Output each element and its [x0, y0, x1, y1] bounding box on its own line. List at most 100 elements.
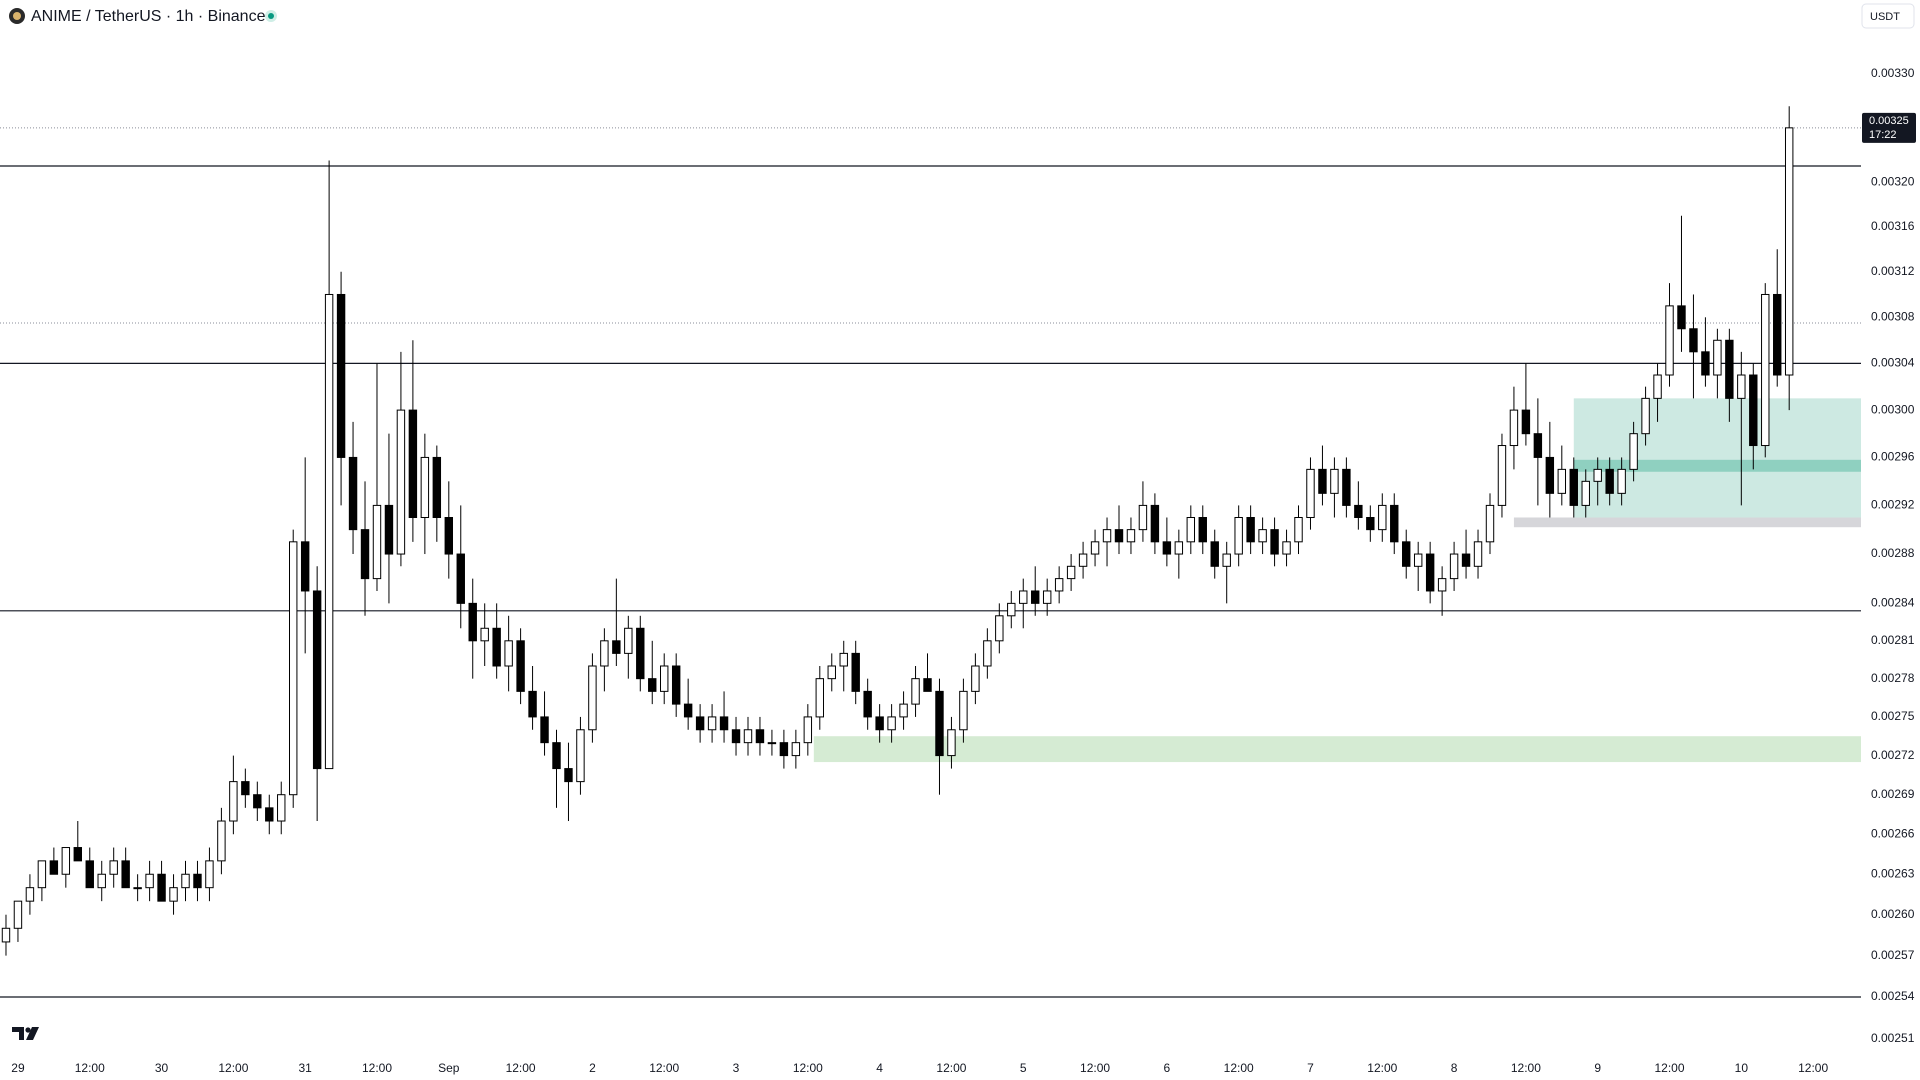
zone: [813, 736, 1861, 763]
candle-body: [456, 553, 465, 604]
candle-body: [815, 678, 825, 718]
symbol-title[interactable]: ANIME / TetherUS · 1h · Binance: [31, 8, 266, 25]
y-tick-label: 0.00251: [1871, 1031, 1915, 1045]
x-tick-label: 3: [733, 1061, 740, 1075]
currency-label[interactable]: USDT: [1870, 11, 1900, 23]
candle-body: [109, 860, 118, 875]
candle-body: [851, 652, 860, 692]
x-tick-label: 12:00: [1080, 1061, 1110, 1075]
candle-body: [289, 541, 298, 796]
x-tick-label: 12:00: [1224, 1061, 1254, 1075]
candle-body: [1246, 517, 1255, 543]
candle-body: [695, 716, 705, 731]
candle-body: [1366, 517, 1375, 531]
x-tick-label: 12:00: [1654, 1061, 1684, 1075]
candle-body: [348, 456, 358, 531]
candle-body: [265, 807, 274, 822]
candle-body: [1605, 468, 1614, 494]
x-tick-label: 12:00: [1367, 1061, 1397, 1075]
candle-body: [779, 742, 789, 757]
y-tick-label: 0.00292: [1871, 498, 1915, 512]
candle-body: [648, 678, 657, 692]
x-tick-label: 12:00: [649, 1061, 679, 1075]
candle-body: [444, 517, 454, 555]
candle-body: [911, 678, 920, 705]
candle-body: [600, 640, 609, 667]
candle-body: [1641, 397, 1650, 435]
candle-body: [300, 541, 310, 592]
y-tick-label: 0.00260: [1871, 907, 1915, 921]
y-tick-label: 0.00278: [1871, 671, 1915, 685]
candle-body: [1521, 409, 1531, 435]
candle-body: [1425, 553, 1435, 592]
candle-body: [995, 615, 1004, 642]
candle-body: [1701, 351, 1710, 376]
candle-body: [875, 716, 884, 731]
y-tick-label: 0.00312: [1871, 264, 1915, 278]
candle-body: [899, 703, 908, 718]
zone: [1573, 459, 1861, 472]
y-tick-label: 0.00266: [1871, 826, 1915, 840]
x-tick-label: 8: [1451, 1061, 1458, 1075]
candle-body: [564, 768, 573, 783]
candle-body: [1533, 433, 1543, 458]
candle-body: [791, 742, 801, 757]
candle-body: [671, 665, 681, 705]
candle-body: [1761, 293, 1770, 447]
candle-body: [1737, 374, 1746, 399]
x-tick-label: 31: [299, 1061, 313, 1075]
x-tick-label: 12:00: [793, 1061, 823, 1075]
candle-body: [923, 678, 932, 692]
y-tick-label: 0.00304: [1871, 356, 1915, 370]
candle-body: [1138, 504, 1148, 531]
candle-body: [1174, 541, 1184, 555]
candle-body: [480, 627, 489, 642]
y-tick-label: 0.00281: [1871, 633, 1915, 647]
candle-body: [1413, 553, 1423, 567]
candle-body: [324, 293, 334, 770]
zones: [813, 398, 1861, 763]
candle-body: [1042, 590, 1052, 604]
candle-body: [85, 860, 94, 889]
x-tick-label: 5: [1020, 1061, 1027, 1075]
candle-body: [1258, 529, 1267, 543]
candle-body: [612, 640, 621, 654]
zone: [1513, 517, 1861, 528]
candle-body: [504, 640, 513, 667]
y-tick-label: 0.00320: [1871, 175, 1915, 189]
candle-body: [1102, 529, 1112, 543]
candle-body: [1390, 504, 1399, 543]
candle-body: [1234, 517, 1243, 555]
candle-body: [157, 873, 166, 902]
candle-body: [1186, 517, 1196, 543]
candle-body: [516, 640, 525, 692]
candle-body: [1066, 565, 1076, 580]
x-tick-label: 12:00: [936, 1061, 966, 1075]
y-tick-label: 0.00269: [1871, 787, 1915, 801]
candle-body: [73, 847, 83, 862]
candle-body: [1629, 433, 1638, 470]
candle-body: [755, 729, 765, 744]
x-tick-label: 30: [155, 1061, 169, 1075]
candle-body: [37, 860, 47, 889]
candle-body: [683, 703, 693, 718]
candle-body: [1270, 529, 1279, 555]
candle-body: [61, 847, 71, 875]
candle-body: [1617, 468, 1626, 494]
candle-body: [145, 873, 154, 889]
candle-body: [624, 627, 633, 654]
currency-button[interactable]: [1861, 3, 1915, 29]
x-tick-label: 7: [1307, 1061, 1314, 1075]
candle-body: [1222, 553, 1231, 567]
y-tick-label: 0.00254: [1871, 989, 1915, 1003]
candle-body: [1461, 553, 1471, 567]
candle-body: [217, 820, 226, 862]
candle-body: [49, 860, 59, 875]
y-tick-label: 0.00272: [1871, 748, 1915, 762]
x-tick-label: 6: [1164, 1061, 1171, 1075]
x-tick-label: 2: [589, 1061, 596, 1075]
candle-body: [253, 794, 262, 809]
candle-body: [540, 716, 549, 744]
candle-body: [205, 860, 214, 889]
x-tick-label: 4: [876, 1061, 883, 1075]
